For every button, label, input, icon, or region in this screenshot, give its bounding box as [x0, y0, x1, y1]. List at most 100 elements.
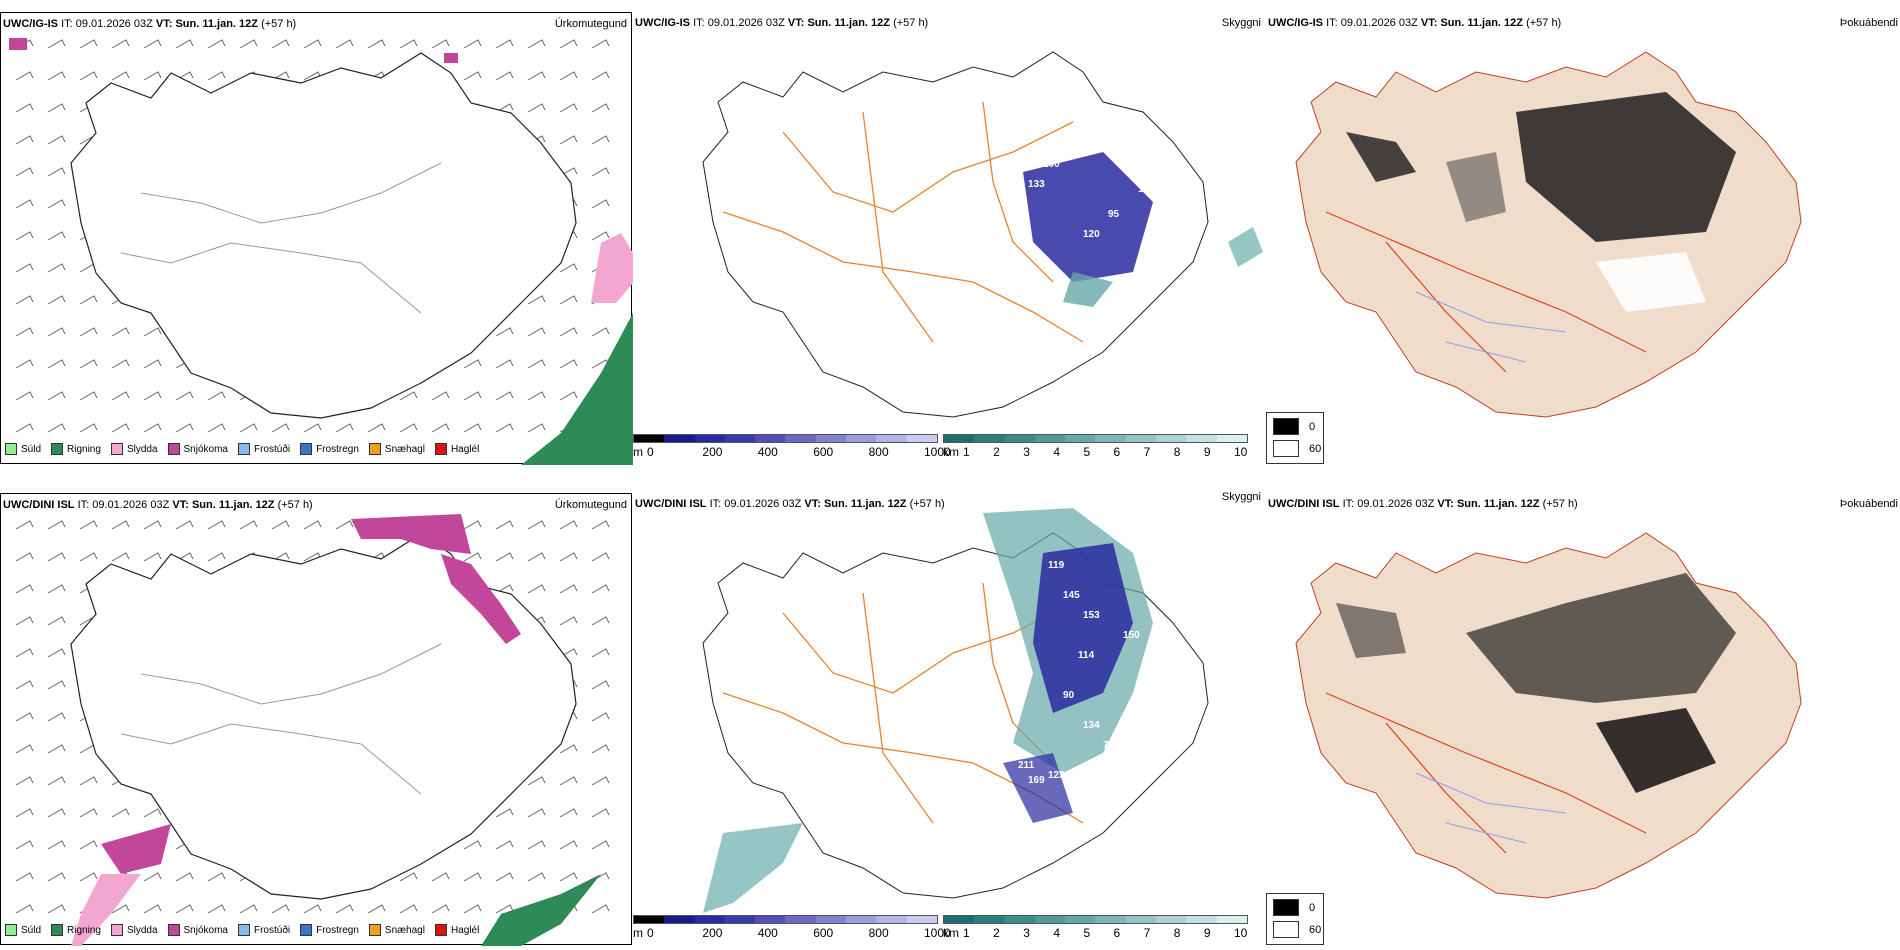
- wind-barb: [303, 39, 322, 49]
- wind-barb: [559, 327, 578, 337]
- wind-barb: [527, 552, 546, 562]
- wind-barb: [47, 39, 66, 49]
- wind-barb: [527, 359, 546, 369]
- wind-barb: [591, 231, 610, 241]
- wind-barb: [463, 391, 482, 401]
- wind-barb: [463, 872, 482, 882]
- wind-barb: [143, 904, 162, 914]
- wind-barb: [175, 872, 194, 882]
- wind-barb: [15, 584, 34, 594]
- colorbar-tick: 1000: [924, 926, 951, 940]
- legend-swatch: [434, 924, 447, 936]
- wind-barb: [79, 39, 98, 49]
- colorbar-tick: 0: [647, 445, 654, 459]
- precip-legend: Súld Rigning Slydda Snjókoma Frostúði Frostre…: [5, 443, 479, 455]
- wind-barb: [271, 423, 290, 433]
- wind-barb: [591, 103, 610, 113]
- colorbar-tick: 400: [757, 445, 778, 459]
- wind-barb: [47, 840, 66, 850]
- legend-item: Snjókoma: [167, 443, 228, 455]
- wind-barb: [559, 776, 578, 786]
- wind-barb: [463, 520, 482, 530]
- legend-label: Frostregn: [316, 443, 359, 455]
- wind-barb: [527, 808, 546, 818]
- visibility-colorbar: km 1 2 3 4 5 6 7 8 9 10: [943, 915, 1248, 945]
- legend-swatch: [237, 443, 250, 455]
- wind-barb: [143, 423, 162, 433]
- cloudbase-colorbar: m 0 200 400 600 800 1000: [633, 915, 951, 945]
- wind-barb: [175, 904, 194, 914]
- colorbar-tick: 800: [868, 926, 889, 940]
- cloud-base-label: 145: [1063, 590, 1080, 601]
- wind-barb: [559, 391, 578, 401]
- fog-legend: 0 60: [1266, 893, 1324, 945]
- cloudbase-colorbar: m 0 200 400 600 800 1000: [633, 434, 951, 464]
- precip-type-panel-ig: UWC/IG-IS IT: 09.01.2026 03Z VT: Sun. 11…: [0, 12, 633, 465]
- fog-panel-dini: UWC/DINI ISL IT: 09.01.2026 03Z VT: Sun.…: [1266, 493, 1900, 945]
- wind-barb: [143, 872, 162, 882]
- wind-barb: [495, 904, 514, 914]
- wind-barb: [303, 904, 322, 914]
- wind-barb: [15, 648, 34, 658]
- cloud-base-label: 120: [1083, 229, 1100, 240]
- legend-swatch: [167, 443, 180, 455]
- wind-barb: [15, 776, 34, 786]
- colorbar-tick: 0: [647, 926, 654, 940]
- wind-barb: [527, 872, 546, 882]
- sleet-area: [591, 233, 633, 303]
- legend-swatch: [167, 924, 180, 936]
- colorbar-tick: 3: [1023, 445, 1030, 459]
- wind-barb: [495, 423, 514, 433]
- wind-barb: [47, 103, 66, 113]
- fog-panel-ig: UWC/IG-IS IT: 09.01.2026 03Z VT: Sun. 11…: [1266, 12, 1900, 464]
- legend-label: Rigning: [67, 443, 101, 455]
- wind-barb: [143, 359, 162, 369]
- wind-barb: [47, 648, 66, 658]
- panel-header: UWC/DINI ISL IT: 09.01.2026 03Z VT: Sun.…: [1268, 498, 1578, 510]
- wind-barb: [559, 872, 578, 882]
- wind-barb: [15, 808, 34, 818]
- fog-low-swatch: [1273, 440, 1299, 457]
- wind-barb: [111, 552, 130, 562]
- legend-swatch: [434, 443, 447, 455]
- wind-barb: [431, 872, 450, 882]
- wind-barb: [367, 39, 386, 49]
- wind-barb: [47, 71, 66, 81]
- colorbar-tick: 800: [868, 445, 889, 459]
- colorbar-tick: 9: [1203, 926, 1211, 940]
- legend-label: Súld: [21, 443, 42, 455]
- snow-area: [351, 514, 471, 554]
- wind-barb: [463, 840, 482, 850]
- wind-barb: [143, 808, 162, 818]
- wind-barb: [15, 295, 34, 305]
- wind-barb: [495, 391, 514, 401]
- cloud-base-label: 30: [883, 334, 895, 345]
- wind-barb: [431, 39, 450, 49]
- wind-barb: [527, 103, 546, 113]
- wind-barb: [559, 808, 578, 818]
- cloud-base-label: 90: [1063, 690, 1075, 701]
- wind-barb: [335, 423, 354, 433]
- legend-swatch: [51, 443, 64, 455]
- cloudbase-panel-dini: UWC/DINI ISL IT: 09.01.2026 03Z VT: Sun.…: [633, 491, 1263, 945]
- colorbar-tick: 8: [1173, 926, 1181, 940]
- wind-barb: [79, 872, 98, 882]
- panel-title: Úrkomutegund: [554, 18, 627, 30]
- fog-low-swatch: [1273, 921, 1299, 938]
- wind-barb: [175, 423, 194, 433]
- wind-barb: [239, 520, 258, 530]
- wind-barb: [463, 904, 482, 914]
- legend-item: Frostúði: [237, 443, 290, 455]
- legend-label: Snæhagl: [384, 924, 425, 936]
- legend-swatch: [300, 443, 313, 455]
- legend-item: Rigning: [51, 924, 101, 936]
- wind-barb: [15, 520, 34, 530]
- wind-barb: [111, 520, 130, 530]
- wind-barb: [431, 904, 450, 914]
- legend-label: Snjókoma: [183, 443, 228, 455]
- wind-barb: [399, 872, 418, 882]
- wind-barb: [79, 840, 98, 850]
- wind-barb: [591, 840, 610, 850]
- wind-barb: [495, 552, 514, 562]
- legend-item: Slydda: [110, 443, 158, 455]
